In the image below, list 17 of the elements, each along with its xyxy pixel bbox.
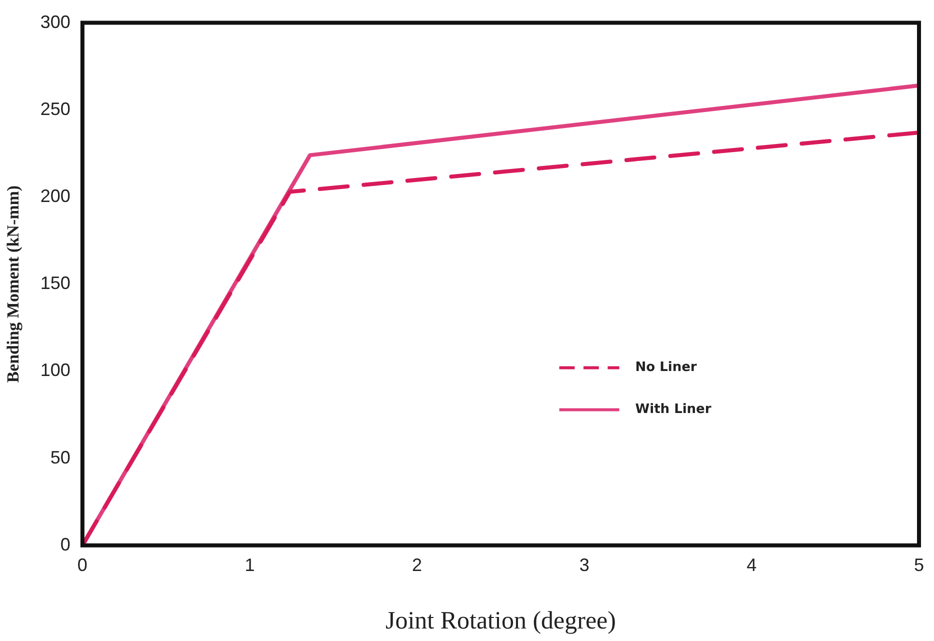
y-tick-label: 250 <box>40 98 70 119</box>
x-tick-label: 2 <box>412 555 422 576</box>
y-axis-title: Bending Moment (kN-mm) <box>4 185 23 383</box>
y-tick-label: 100 <box>40 360 70 380</box>
y-tick-label: 50 <box>50 447 70 468</box>
y-tick-label: 200 <box>40 186 70 206</box>
x-tick-label: 3 <box>579 555 590 576</box>
y-tick-label: 300 <box>40 12 70 32</box>
y-tick-label: 150 <box>40 273 70 294</box>
legend-label: No Liner <box>635 360 698 376</box>
x-tick-label: 0 <box>77 555 88 576</box>
x-tick-label: 1 <box>244 555 255 576</box>
x-axis-title: Joint Rotation (degree) <box>385 608 616 635</box>
x-tick-label: 5 <box>914 555 924 576</box>
legend-label: With Liner <box>635 402 712 418</box>
y-tick-label: 0 <box>60 534 70 554</box>
x-tick-label: 4 <box>746 555 757 576</box>
